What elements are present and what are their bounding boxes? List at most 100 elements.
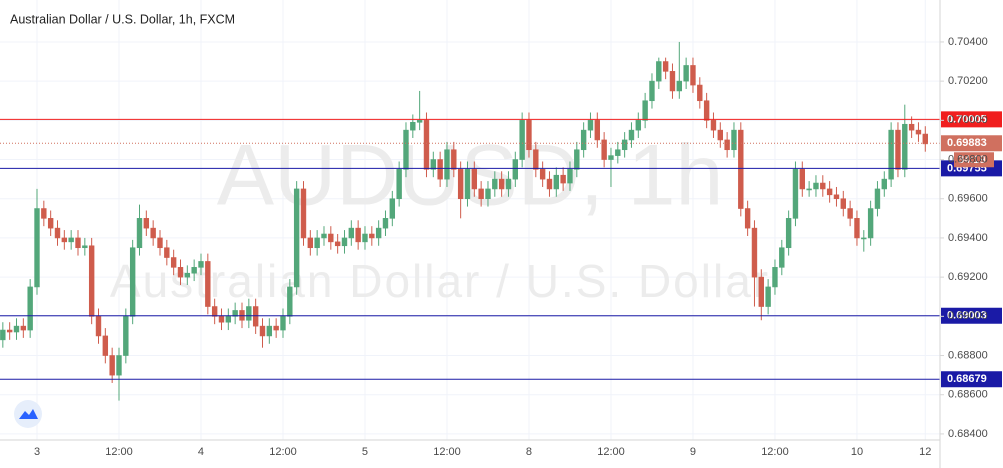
candle-body bbox=[833, 194, 840, 200]
candle-body bbox=[457, 169, 464, 200]
candle-body bbox=[854, 218, 860, 239]
candle-body bbox=[717, 129, 724, 141]
candle-body bbox=[580, 129, 587, 151]
candle-body bbox=[410, 121, 416, 131]
candle-body bbox=[184, 272, 191, 278]
candle-body bbox=[75, 237, 81, 249]
candle-body bbox=[164, 247, 170, 258]
candle-body bbox=[170, 257, 177, 268]
level-label: 0.70005 bbox=[947, 113, 987, 125]
candle-body bbox=[772, 267, 778, 288]
candle-body bbox=[211, 306, 218, 317]
grid bbox=[0, 0, 940, 440]
candle-body bbox=[20, 325, 27, 331]
candle-body bbox=[587, 120, 594, 131]
candle-body bbox=[826, 188, 833, 196]
candle-body bbox=[13, 325, 20, 333]
candle-body bbox=[307, 237, 314, 249]
candle-body bbox=[526, 120, 532, 151]
candle-body bbox=[0, 329, 6, 341]
candle-body bbox=[867, 208, 874, 239]
candle-body bbox=[396, 169, 402, 200]
y-tick-label: 0.70200 bbox=[948, 75, 988, 87]
candle-body bbox=[102, 335, 109, 356]
candle-body bbox=[553, 174, 560, 190]
candle-body bbox=[129, 247, 136, 317]
candle-body bbox=[656, 61, 662, 82]
candle-body bbox=[751, 227, 758, 278]
candle-body bbox=[177, 267, 184, 278]
candle-body bbox=[895, 129, 901, 170]
candle-body bbox=[123, 316, 129, 356]
candle-body bbox=[512, 159, 519, 180]
candle-body bbox=[369, 233, 375, 239]
candle-body bbox=[710, 120, 717, 131]
candle-body bbox=[731, 129, 737, 151]
candle-body bbox=[533, 149, 539, 170]
countdown-box bbox=[954, 152, 994, 168]
candle-body bbox=[765, 286, 771, 307]
candle-body bbox=[280, 316, 286, 331]
y-tick-label: 0.70400 bbox=[948, 36, 988, 48]
candle-body bbox=[601, 139, 607, 160]
candle-body bbox=[738, 129, 744, 209]
logo bbox=[14, 400, 42, 428]
y-tick-label: 0.68400 bbox=[948, 428, 988, 440]
candle-body bbox=[498, 178, 505, 190]
x-tick-label: 9 bbox=[690, 446, 696, 458]
candle-body bbox=[574, 149, 580, 170]
candle-body bbox=[519, 120, 525, 160]
candle-body bbox=[61, 237, 68, 243]
candle-body bbox=[881, 178, 887, 190]
candle-body bbox=[68, 237, 74, 243]
candle-body bbox=[792, 169, 799, 219]
candle-body bbox=[840, 198, 846, 209]
candle-body bbox=[116, 355, 122, 376]
x-tick-label: 12:00 bbox=[269, 446, 297, 458]
candle-body bbox=[813, 182, 819, 190]
candle-body bbox=[88, 245, 95, 317]
candle-body bbox=[416, 120, 423, 123]
candle-body bbox=[328, 233, 334, 243]
y-tick-label: 0.70000 bbox=[948, 114, 988, 126]
candle-body bbox=[287, 286, 293, 317]
candle-body bbox=[252, 306, 259, 327]
x-tick-label: 3 bbox=[34, 446, 40, 458]
candle-body bbox=[560, 174, 566, 184]
candle-body bbox=[382, 218, 389, 229]
candle-body bbox=[95, 316, 102, 337]
candle-body bbox=[669, 71, 676, 92]
candle-body bbox=[423, 120, 430, 170]
candle-body bbox=[464, 169, 471, 200]
candle-body bbox=[6, 329, 13, 333]
candle-body bbox=[902, 123, 908, 170]
candle-body bbox=[683, 65, 689, 82]
candle-body bbox=[444, 149, 450, 180]
candle-body bbox=[300, 188, 307, 239]
candle-body bbox=[874, 188, 881, 209]
candle-body bbox=[635, 120, 642, 131]
candle-body bbox=[485, 188, 491, 200]
candle-body bbox=[621, 139, 628, 151]
x-tick-label: 4 bbox=[198, 446, 204, 458]
candle-body bbox=[642, 100, 648, 121]
candle-body bbox=[259, 325, 266, 337]
candle-body bbox=[191, 267, 197, 274]
candle-body bbox=[47, 218, 54, 229]
candle-body bbox=[628, 129, 635, 141]
candle-body bbox=[915, 129, 922, 135]
candle-body bbox=[451, 149, 457, 170]
candle-body bbox=[82, 245, 88, 249]
candle-body bbox=[649, 80, 655, 102]
candle-body bbox=[403, 129, 409, 170]
candle-body bbox=[758, 276, 764, 307]
countdown-label: 34:19 bbox=[958, 154, 986, 166]
candle-body bbox=[546, 178, 553, 190]
candle-body bbox=[615, 149, 621, 156]
candle-body bbox=[205, 261, 211, 307]
y-tick-label: 0.69400 bbox=[948, 232, 988, 244]
y-tick-label: 0.69600 bbox=[948, 193, 988, 205]
candle-body bbox=[922, 133, 928, 145]
